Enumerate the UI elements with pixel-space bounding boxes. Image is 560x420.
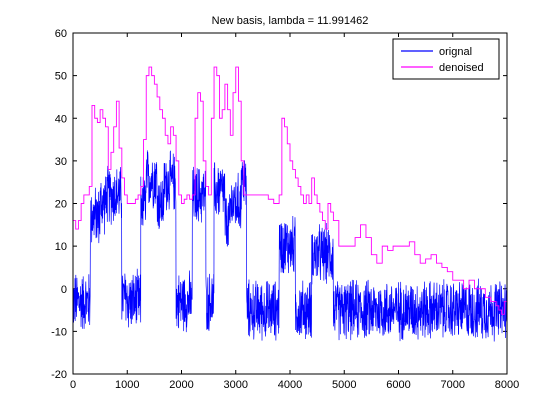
y-tick-label: 50 (55, 71, 67, 83)
x-tick-label: 4000 (278, 379, 302, 391)
y-tick-label: 30 (55, 156, 67, 168)
legend-label-denoised: denoised (439, 62, 484, 74)
y-tick-label: -20 (51, 369, 67, 381)
x-tick-label: 5000 (332, 379, 356, 391)
plot-frame (72, 32, 508, 375)
y-tick-label: 60 (55, 28, 67, 40)
x-tick-label: 2000 (169, 379, 193, 391)
plot-area (73, 33, 507, 374)
series-layer (73, 66, 507, 342)
series-line-orignal (73, 150, 507, 342)
y-tick-label: 10 (55, 241, 67, 253)
x-tick-label: 3000 (224, 379, 248, 391)
series-line-denoised (73, 66, 507, 315)
legend-label-orignal: orignal (439, 46, 472, 58)
x-axis: 0 1000 2000 3000 4000 5000 6000 7000 8000 (70, 33, 519, 391)
x-tick-label: 8000 (495, 379, 519, 391)
x-tick-label: 1000 (115, 379, 139, 391)
y-tick-label: 40 (55, 113, 67, 125)
y-tick-label: -10 (51, 326, 67, 338)
x-tick-label: 7000 (441, 379, 465, 391)
y-axis: -20 -10 0 10 20 30 40 50 60 (51, 28, 507, 381)
y-tick-label: 20 (55, 199, 67, 211)
legend: orignal denoised (392, 38, 500, 80)
legend-box (392, 38, 500, 80)
x-tick-label: 0 (70, 379, 76, 391)
y-tick-label: 0 (61, 284, 67, 296)
x-tick-label: 6000 (386, 379, 410, 391)
chart-title: New basis, lambda = 11.991462 (212, 15, 369, 27)
